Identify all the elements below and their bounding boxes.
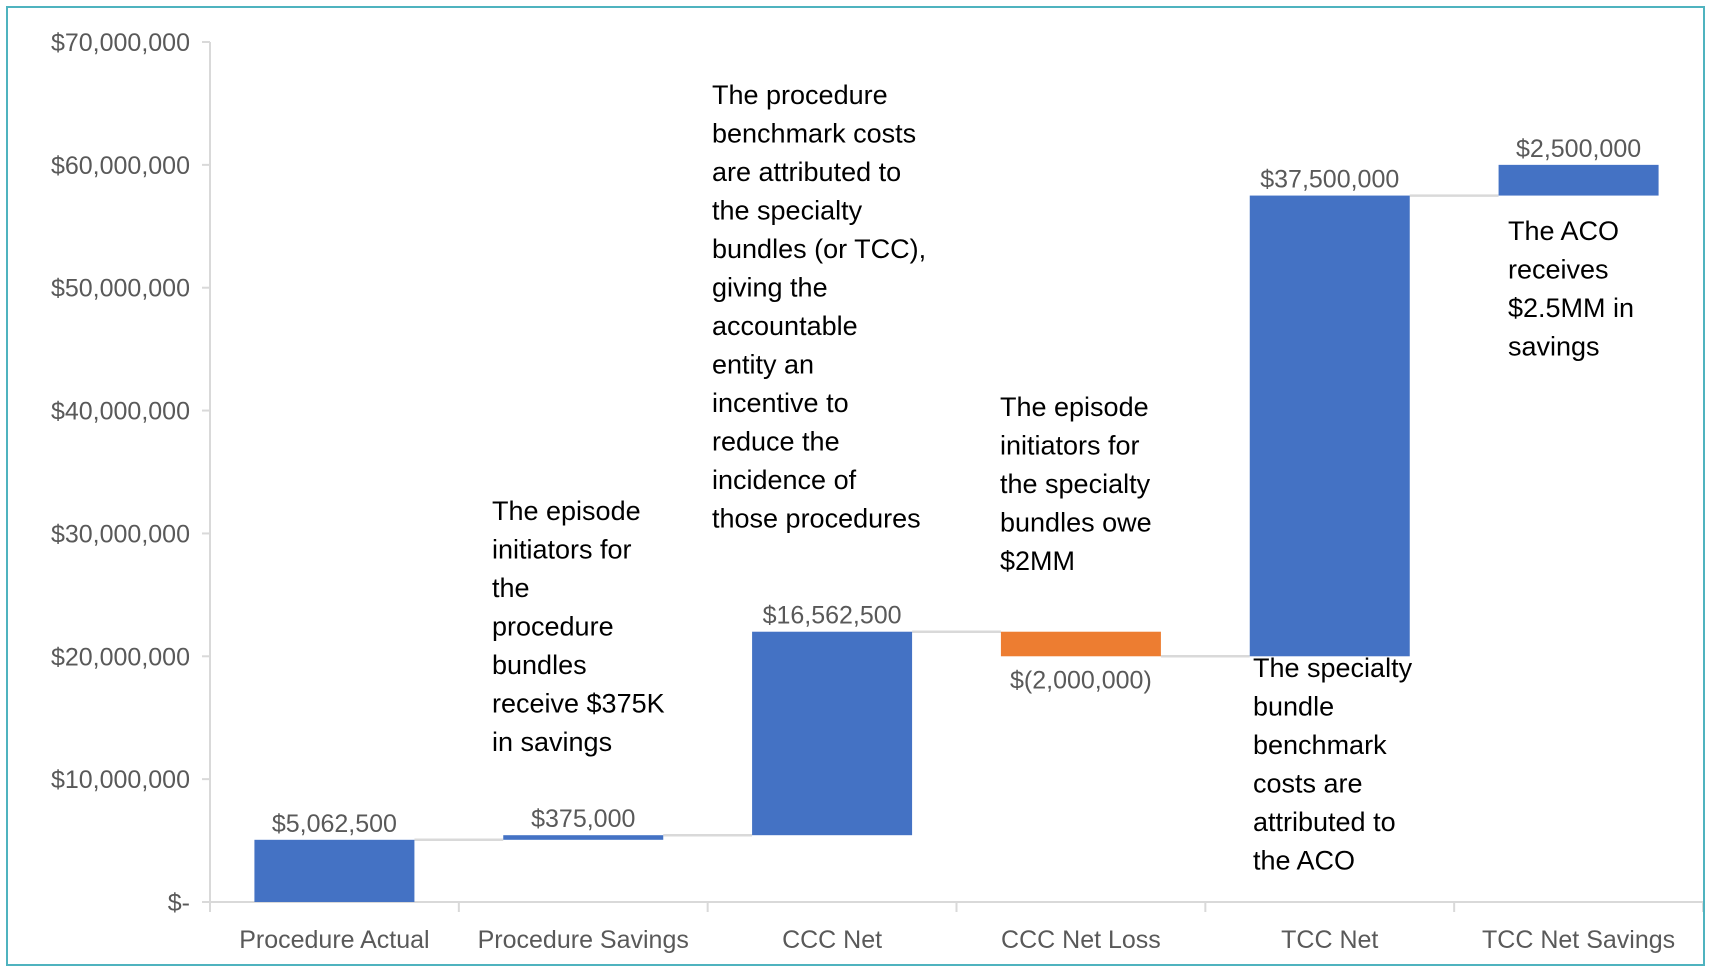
annotation-layer: The episode initiators for the procedure bun… bbox=[492, 80, 1634, 876]
bar bbox=[1249, 195, 1410, 657]
annotation-line: $2.5MM in bbox=[1508, 293, 1634, 323]
annotation-line: bundle bbox=[1253, 692, 1334, 722]
x-category-label: TCC Net bbox=[1281, 926, 1378, 954]
annotation-line: The episode bbox=[492, 496, 641, 526]
y-tick-label: $- bbox=[168, 889, 190, 917]
annotation-line: incentive to bbox=[712, 388, 849, 418]
annotation-line: the specialty bbox=[712, 196, 863, 226]
annotation-line: the bbox=[492, 573, 530, 603]
annotation: The specialty bundle benchmark costs are att… bbox=[1253, 653, 1413, 876]
annotation-line: bundles bbox=[492, 650, 587, 680]
annotation-line: giving the bbox=[712, 273, 828, 303]
annotation-line: incidence of bbox=[712, 465, 857, 495]
y-tick-label: $20,000,000 bbox=[51, 643, 190, 671]
annotation: The procedure benchmark costs are attribut… bbox=[712, 80, 926, 534]
annotation: The episode initiators for the specialty bu… bbox=[1000, 392, 1152, 576]
annotation-line: entity an bbox=[712, 350, 814, 380]
annotation-line: bundles (or TCC), bbox=[712, 234, 926, 264]
bar bbox=[1498, 164, 1659, 196]
annotation-line: are attributed to bbox=[712, 157, 901, 187]
bar-value-label: $16,562,500 bbox=[763, 602, 902, 630]
x-category-label: Procedure Savings bbox=[478, 926, 689, 954]
bar bbox=[752, 631, 913, 836]
x-category-label: CCC Net bbox=[782, 926, 882, 954]
annotation-line: benchmark costs bbox=[712, 119, 916, 149]
annotation-line: the ACO bbox=[1253, 846, 1355, 876]
label-layer: $5,062,500 $375,000 $16,562,500 $(2,000,000… bbox=[272, 135, 1641, 838]
x-category-label: CCC Net Loss bbox=[1001, 926, 1161, 954]
bar-value-label: $37,500,000 bbox=[1260, 166, 1399, 194]
y-tick-label: $10,000,000 bbox=[51, 766, 190, 794]
annotation-line: in savings bbox=[492, 727, 612, 757]
annotation: The episode initiators for the procedure bun… bbox=[492, 496, 665, 757]
bar-value-label: $5,062,500 bbox=[272, 810, 397, 838]
annotation-line: $2MM bbox=[1000, 546, 1075, 576]
x-category-label: Procedure Actual bbox=[239, 926, 429, 954]
annotation-line: receive $375K bbox=[492, 689, 665, 719]
annotation-line: The episode bbox=[1000, 392, 1149, 422]
bar bbox=[254, 839, 415, 902]
bar-value-label: $2,500,000 bbox=[1516, 135, 1641, 163]
bar bbox=[1000, 631, 1161, 657]
annotation-line: The specialty bbox=[1253, 653, 1413, 683]
bar-value-label: $(2,000,000) bbox=[1010, 666, 1152, 694]
annotation-line: accountable bbox=[712, 311, 858, 341]
annotation-line: initiators for bbox=[1000, 431, 1140, 461]
annotation-line: costs are bbox=[1253, 769, 1363, 799]
annotation-line: the specialty bbox=[1000, 469, 1151, 499]
annotation-line: savings bbox=[1508, 332, 1600, 362]
annotation-line: those procedures bbox=[712, 504, 921, 534]
annotation-line: receives bbox=[1508, 255, 1609, 285]
x-category-label: TCC Net Savings bbox=[1482, 926, 1675, 954]
y-tick-label: $50,000,000 bbox=[51, 275, 190, 303]
annotation-line: benchmark bbox=[1253, 730, 1387, 760]
annotation-line: The ACO bbox=[1508, 216, 1619, 246]
bar-value-label: $375,000 bbox=[531, 805, 635, 833]
annotation-line: initiators for bbox=[492, 535, 632, 565]
y-tick-label: $30,000,000 bbox=[51, 520, 190, 548]
annotation-line: reduce the bbox=[712, 427, 840, 457]
annotation-line: procedure bbox=[492, 612, 614, 642]
annotation-line: attributed to bbox=[1253, 807, 1396, 837]
annotation-line: The procedure bbox=[712, 80, 888, 110]
annotation-line: bundles owe bbox=[1000, 508, 1152, 538]
bar-layer bbox=[254, 164, 1659, 902]
y-tick-label: $60,000,000 bbox=[51, 152, 190, 180]
axis-layer: $- $10,000,000 $20,000,000 $30,000,000 $40,0… bbox=[51, 29, 1704, 954]
y-tick-label: $70,000,000 bbox=[51, 29, 190, 57]
chart-frame bbox=[6, 6, 1705, 966]
connector-layer bbox=[414, 194, 1499, 842]
y-tick-label: $40,000,000 bbox=[51, 398, 190, 426]
annotation: The ACO receives $2.5MM in savings bbox=[1508, 216, 1634, 362]
bar bbox=[503, 835, 664, 840]
